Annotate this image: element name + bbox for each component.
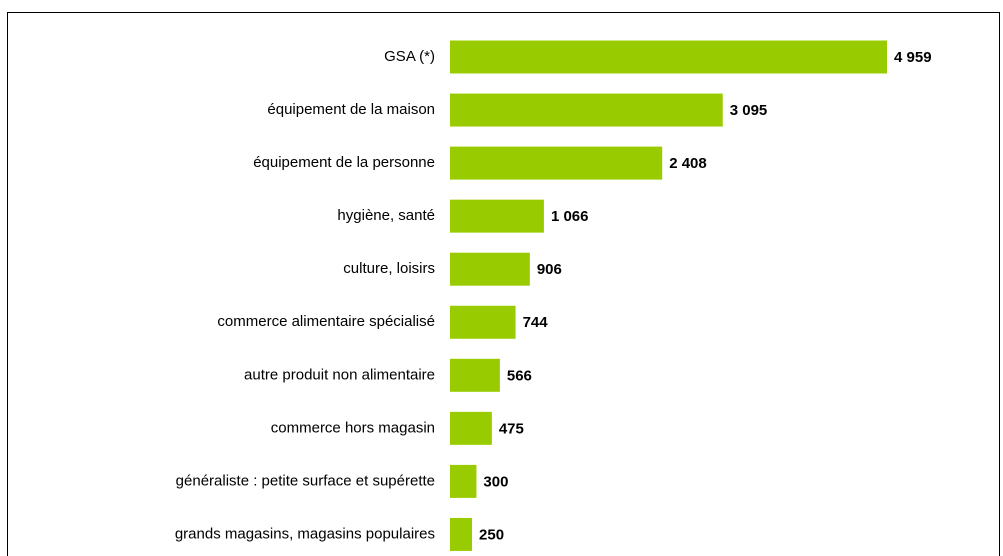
category-label: autre produit non alimentaire <box>244 366 435 383</box>
bar <box>450 40 887 74</box>
value-label: 2 408 <box>669 155 707 172</box>
value-label: 300 <box>483 473 508 490</box>
value-label: 3 095 <box>730 102 768 119</box>
category-label: commerce hors magasin <box>271 419 435 436</box>
bar <box>450 517 473 551</box>
bar <box>450 199 544 233</box>
category-label: GSA (*) <box>384 48 435 65</box>
bar <box>450 252 530 286</box>
bar <box>450 93 723 127</box>
category-label: culture, loisirs <box>343 260 435 277</box>
value-label: 475 <box>499 420 524 437</box>
category-label: équipement de la personne <box>253 154 435 171</box>
bar <box>450 358 500 392</box>
value-label: 1 066 <box>551 208 589 225</box>
category-label: équipement de la maison <box>267 101 435 118</box>
value-label: 250 <box>479 526 504 543</box>
bar <box>450 146 663 180</box>
category-label: commerce alimentaire spécialisé <box>217 313 435 330</box>
category-label: généraliste : petite surface et supérett… <box>176 472 435 489</box>
value-label: 4 959 <box>894 49 932 66</box>
value-label: 906 <box>537 261 562 278</box>
category-label: hygiène, santé <box>337 207 435 224</box>
category-label: grands magasins, magasins populaires <box>175 525 435 542</box>
value-label: 744 <box>523 314 549 331</box>
value-label: 566 <box>507 367 532 384</box>
bar <box>450 411 492 445</box>
bar <box>450 305 516 339</box>
bar <box>450 464 477 498</box>
